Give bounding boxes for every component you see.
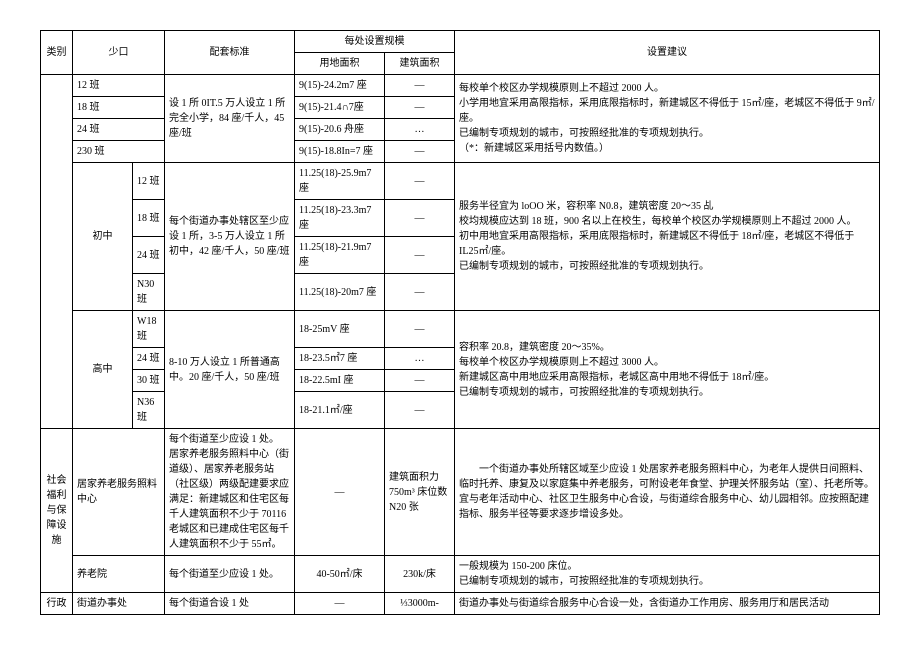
cell-jh-c1: 12 班 xyxy=(133,163,165,200)
cell-admin-name: 街道办事处 xyxy=(73,593,165,615)
cell-w1-build: 建筑面积力 750m³ 床位数 N20 张 xyxy=(385,429,455,556)
cell-welfare-cat: 社会福利与保障设施 xyxy=(41,429,73,593)
cell-jh-build4: — xyxy=(385,274,455,311)
cell-w2-std: 每个街道至少应设 1 处。 xyxy=(165,556,295,593)
th-suggestion: 设置建议 xyxy=(455,31,880,75)
cell-admin-std: 每个街道合设 1 处 xyxy=(165,593,295,615)
cell-sh-build3: — xyxy=(385,370,455,392)
th-shaokou: 少口 xyxy=(73,31,165,75)
cell-admin-cat: 行政 xyxy=(41,593,73,615)
cell-sh-build2: … xyxy=(385,348,455,370)
cell-jh-sugg: 服务半径宜为 loOO 米，容积率 N0.8，建筑密度 20～35 乩 校均规模… xyxy=(455,163,880,311)
cell-p-land4: 9(15)-18.8In=7 座 xyxy=(295,141,385,163)
cell-sh-sugg: 容积率 20.8，建筑密度 20～35%。 每校单个校区办学规模原则上不超过 3… xyxy=(455,311,880,429)
cell-p-c4: 230 班 xyxy=(73,141,165,163)
cell-sh-c4: N36 班 xyxy=(133,392,165,429)
cell-jh-build1: — xyxy=(385,163,455,200)
cell-w2-build: 230k/床 xyxy=(385,556,455,593)
cell-p-sugg: 每校单个校区办学规模原则上不超过 2000 人。 小学用地宜采用高限指标，采用底… xyxy=(455,75,880,163)
cell-w1-sugg: 一个街道办事处所辖区域至少应设 1 处居家养老服务照料中心，为老年人提供日间照料… xyxy=(455,429,880,556)
cell-admin-build: ⅓3000m- xyxy=(385,593,455,615)
cell-p-build1: — xyxy=(385,75,455,97)
cell-p-build3: … xyxy=(385,119,455,141)
cell-jh-land4: 11.25(18)-20m7 座 xyxy=(295,274,385,311)
cell-w1-land: — xyxy=(295,429,385,556)
cell-p-build2: — xyxy=(385,97,455,119)
th-category: 类别 xyxy=(41,31,73,75)
cell-p-land3: 9(15)-20.6 舟座 xyxy=(295,119,385,141)
th-scale-group: 每处设置规模 xyxy=(295,31,455,53)
cell-jh-build3: — xyxy=(385,237,455,274)
cell-jh-land2: 11.25(18)-23.3m7 座 xyxy=(295,200,385,237)
th-build: 建筑面积 xyxy=(385,53,455,75)
cell-p-land1: 9(15)-24.2m7 座 xyxy=(295,75,385,97)
cell-w2-land: 40-50㎡/床 xyxy=(295,556,385,593)
cell-p-c1: 12 班 xyxy=(73,75,165,97)
cell-sh-label: 高中 xyxy=(73,311,133,429)
cell-jh-land3: 11.25(18)-21.9m7 座 xyxy=(295,237,385,274)
cell-sh-std: 8-10 万人设立 1 所普通高中。20 座/千人，50 座/班 xyxy=(165,311,295,429)
cell-p-c2: 18 班 xyxy=(73,97,165,119)
th-land: 用地面积 xyxy=(295,53,385,75)
th-standard: 配套标准 xyxy=(165,31,295,75)
cell-w2-sugg: 一般规模为 150-200 床位。 已编制专项规划的城市，可按照经批准的专项规划… xyxy=(455,556,880,593)
cell-jh-c3: 24 班 xyxy=(133,237,165,274)
cell-sh-build1: — xyxy=(385,311,455,348)
cell-jh-c2: 18 班 xyxy=(133,200,165,237)
cell-jh-land1: 11.25(18)-25.9m7 座 xyxy=(295,163,385,200)
cell-jh-std: 每个街道办事处辖区至少应设 1 所，3-5 万人设立 1 所初中，42 座/千人… xyxy=(165,163,295,311)
cell-sh-c1: W18 班 xyxy=(133,311,165,348)
cell-w1-name: 居家养老服务照料中心 xyxy=(73,429,165,556)
cell-p-c3: 24 班 xyxy=(73,119,165,141)
cell-w2-name: 养老院 xyxy=(73,556,165,593)
cell-sh-build4: — xyxy=(385,392,455,429)
cell-jh-label: 初中 xyxy=(73,163,133,311)
cell-w1-std: 每个街道至少应设 1 处。 居家养老服务照料中心（街道级）、居家养老服务站（社区… xyxy=(165,429,295,556)
facilities-table: 类别 少口 配套标准 每处设置规模 设置建议 用地面积 建筑面积 12 班 设 … xyxy=(40,30,880,615)
cell-sh-land3: 18-22.5mI 座 xyxy=(295,370,385,392)
cell-sh-c2: 24 班 xyxy=(133,348,165,370)
cell-sh-land4: 18-21.1㎡/座 xyxy=(295,392,385,429)
cell-p-land2: 9(15)-21.4∩7座 xyxy=(295,97,385,119)
cell-p-std: 设 1 所 0IT.5 万人设立 1 所完全小学，84 座/千人，45 座/班 xyxy=(165,75,295,163)
cell-admin-sugg: 街道办事处与街道综合服务中心合设一处，含街道办工作用房、服务用厅和居民活动 xyxy=(455,593,880,615)
cell-sh-land2: 18-23.5㎡7 座 xyxy=(295,348,385,370)
cell-p-build4: — xyxy=(385,141,455,163)
cell-jh-c4: N30 班 xyxy=(133,274,165,311)
cell-jh-build2: — xyxy=(385,200,455,237)
cell-sh-c3: 30 班 xyxy=(133,370,165,392)
cell-admin-land: — xyxy=(295,593,385,615)
cell-edu-cat xyxy=(41,75,73,429)
cell-sh-land1: 18-25mV 座 xyxy=(295,311,385,348)
